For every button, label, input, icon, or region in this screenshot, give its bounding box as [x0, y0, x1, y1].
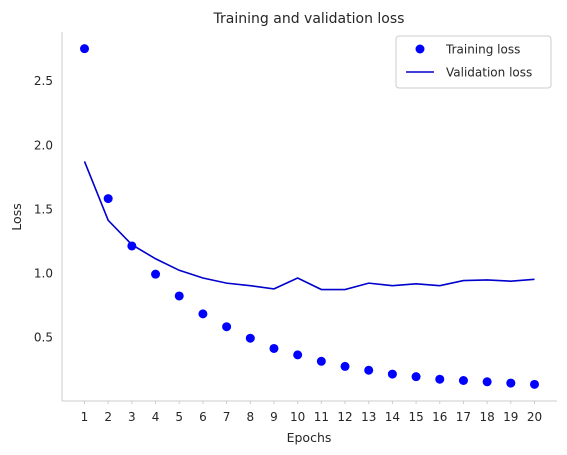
training-loss-point [506, 378, 516, 388]
training-loss-point [269, 343, 279, 353]
training-loss-point [364, 365, 374, 375]
y-tick-label: 2.5 [34, 74, 53, 88]
x-tick-label: 5 [175, 410, 183, 424]
training-loss-point [316, 356, 326, 366]
x-tick-labels: 1 2 3 4 5 6 7 8 9 10 11 12 13 14 15 16 17 18 19 20 [81, 401, 542, 424]
training-loss-point [411, 372, 421, 382]
x-tick-label: 10 [290, 410, 305, 424]
x-tick-label: 17 [456, 410, 471, 424]
x-tick-label: 16 [432, 410, 447, 424]
x-tick-label: 7 [223, 410, 231, 424]
training-loss-point [293, 350, 303, 360]
x-tick-label: 19 [503, 410, 518, 424]
x-tick-label: 20 [527, 410, 542, 424]
training-loss-point [151, 269, 161, 279]
training-loss-points [80, 44, 539, 389]
legend-label-training: Training loss [445, 43, 520, 57]
axes [61, 32, 557, 402]
x-tick-label: 9 [270, 410, 278, 424]
x-tick-label: 3 [128, 410, 136, 424]
legend-marker-training [415, 44, 425, 54]
y-tick-label: 1.5 [34, 202, 53, 216]
training-loss-point [530, 379, 539, 389]
training-loss-point [458, 376, 468, 385]
x-tick-label: 2 [104, 410, 112, 424]
training-loss-point [174, 291, 184, 301]
x-tick-label: 12 [337, 410, 352, 424]
x-axis-label: Epochs [287, 430, 332, 445]
x-tick-label: 1 [81, 410, 89, 424]
y-tick-label: 2.0 [34, 138, 53, 152]
training-loss-point [245, 333, 255, 343]
x-tick-label: 4 [152, 410, 160, 424]
validation-loss-line [83, 161, 535, 291]
training-loss-point [80, 44, 89, 54]
training-loss-point [127, 241, 137, 251]
training-loss-point [198, 309, 208, 319]
x-tick-label: 18 [479, 410, 494, 424]
training-loss-point [340, 361, 350, 371]
y-tick-labels: 0.5 1.0 1.5 2.0 2.5 [34, 74, 53, 344]
training-loss-point [222, 322, 232, 332]
training-loss-point [435, 374, 445, 384]
legend-label-validation: Validation loss [446, 66, 532, 80]
training-loss-point [103, 194, 113, 204]
training-loss-point [482, 377, 492, 387]
chart-title: Training and validation loss [213, 11, 405, 27]
x-tick-label: 6 [199, 410, 207, 424]
x-tick-label: 11 [314, 410, 329, 424]
y-tick-label: 0.5 [34, 330, 53, 344]
y-tick-label: 1.0 [34, 266, 53, 280]
y-axis-label: Loss [9, 203, 24, 230]
training-loss-point [387, 369, 397, 379]
x-tick-label: 14 [385, 410, 400, 424]
x-tick-label: 8 [246, 410, 254, 424]
legend: Training loss Validation loss [395, 35, 552, 89]
x-tick-label: 13 [361, 410, 376, 424]
legend-box [395, 35, 552, 89]
x-tick-label: 15 [408, 410, 423, 424]
